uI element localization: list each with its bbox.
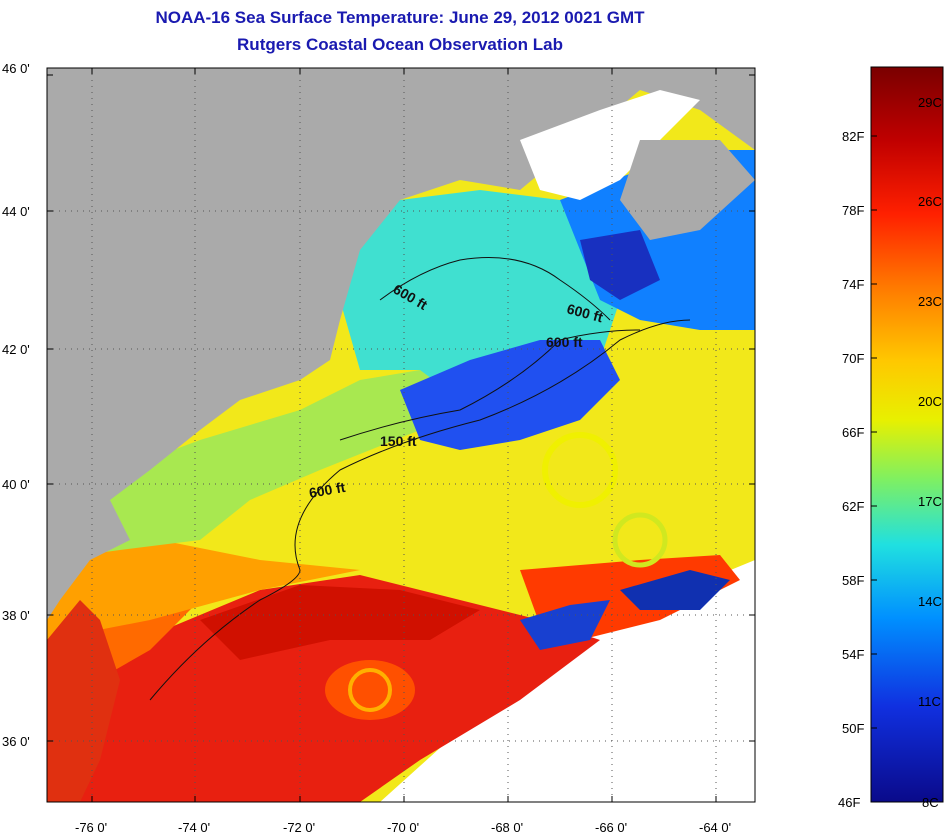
lat-label-42: 42 0' [2,342,30,357]
map-area [47,68,755,802]
lon-label-68: -68 0' [491,820,523,835]
colorbar-f-label: 46F [838,795,860,810]
colorbar-f-label: 50F [842,721,864,736]
ticks [47,68,755,802]
colorbar-ticks [871,135,877,729]
colorbar-c-label: 29C [918,95,942,110]
contour-label: 600 ft [308,479,347,501]
contour-label: 150 ft [380,433,417,449]
lat-label-40: 40 0' [2,477,30,492]
colorbar-c-label: 20C [918,394,942,409]
colorbar-c-label: 8C [922,795,939,810]
lat-label-36: 36 0' [2,734,30,749]
colorbar-f-label: 82F [842,129,864,144]
cloud-area-northeast [520,90,700,200]
lon-label-74: -74 0' [178,820,210,835]
grid [47,68,755,802]
lat-label-46: 46 0' [2,61,30,76]
colorbar-f-label: 58F [842,573,864,588]
land-north-america [47,68,755,520]
colorbar-f-label: 62F [842,499,864,514]
colorbar-c-label: 23C [918,294,942,309]
lon-label-70: -70 0' [387,820,419,835]
map-frame [46,67,756,803]
lon-label-76: -76 0' [75,820,107,835]
colorbar-c-label: 11C [918,694,941,709]
contour-150ft [339,329,641,441]
colorbar [870,66,944,803]
colorbar-f-label: 74F [842,277,864,292]
lat-label-38: 38 0' [2,608,30,623]
lon-label-66: -66 0' [595,820,627,835]
colorbar-f-label: 54F [842,647,864,662]
colorbar-c-label: 17C [918,494,942,509]
map-subtitle: Rutgers Coastal Ocean Observation Lab [237,35,563,54]
lat-label-44: 44 0' [2,204,30,219]
lon-label-72: -72 0' [283,820,315,835]
contour-label: 600 ft [546,334,583,350]
gulf-stream [47,575,600,802]
colorbar-f-label: 78F [842,203,864,218]
lon-label-64: -64 0' [699,820,731,835]
georges-bank-cold [400,340,620,450]
colorbar-f-label: 70F [842,351,864,366]
land-nova-scotia [620,140,755,240]
colorbar-f-label: 66F [842,425,864,440]
colorbar-c-label: 26C [918,194,942,209]
colorbar-c-label: 14C [918,594,942,609]
map-title: NOAA-16 Sea Surface Temperature: June 29… [155,8,645,27]
contour-600ft [294,319,691,571]
